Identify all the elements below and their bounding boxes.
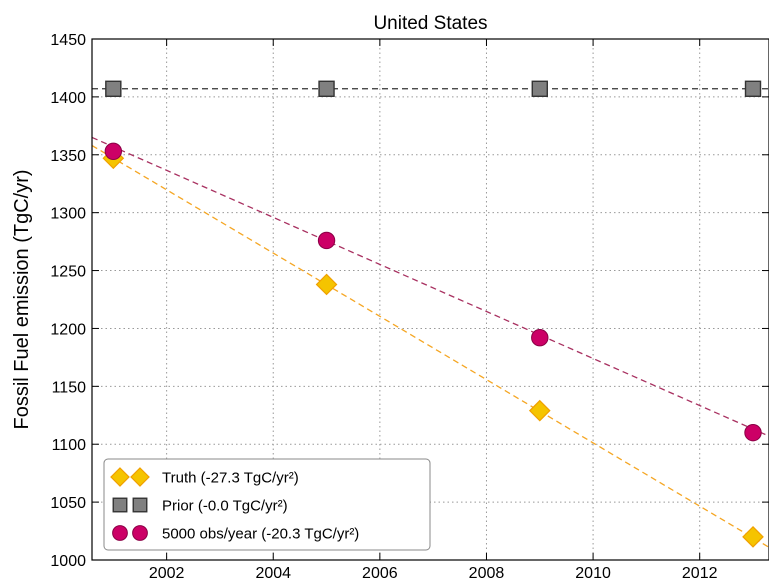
legend-label: Truth (-27.3 TgC/yr²) xyxy=(162,470,299,487)
y-tick-label: 1350 xyxy=(50,148,86,165)
x-tick-label: 2010 xyxy=(575,565,611,582)
legend-label: Prior (-0.0 TgC/yr²) xyxy=(162,498,288,515)
x-tick-label: 2008 xyxy=(469,565,505,582)
legend-marker xyxy=(112,497,128,513)
chart-title: United States xyxy=(373,13,487,34)
data-point xyxy=(531,329,549,347)
y-tick-label: 1000 xyxy=(50,553,86,570)
legend-marker xyxy=(132,525,148,541)
x-tick-label: 2012 xyxy=(682,565,718,582)
y-tick-label: 1100 xyxy=(52,437,87,454)
data-point xyxy=(105,80,122,97)
data-point xyxy=(528,399,551,422)
trend-lines xyxy=(91,88,769,548)
legend-marker xyxy=(130,467,150,487)
legend-label: 5000 obs/year (-20.3 TgC/yr²) xyxy=(162,526,359,543)
data-markers xyxy=(102,80,764,548)
y-tick-label: 1150 xyxy=(52,379,87,396)
data-point xyxy=(317,231,336,250)
x-tick-label: 2006 xyxy=(362,565,398,582)
legend: Truth (-27.3 TgC/yr²) Prior (-0.0 TgC/yr²… xyxy=(103,458,431,551)
plot-frame xyxy=(91,38,769,561)
data-point xyxy=(744,423,762,442)
trend-line xyxy=(91,144,769,548)
data-point xyxy=(104,142,123,161)
y-tick-label: 1050 xyxy=(50,495,86,512)
legend-marker xyxy=(132,497,148,513)
y-tick-label: 1400 xyxy=(50,90,86,107)
data-point xyxy=(744,80,762,97)
y-tick-label: 1300 xyxy=(50,206,86,223)
data-point xyxy=(318,80,335,97)
axis-ticks: 2002 2004 2006 2008 2010 2012 1000 1050 1100 1150… xyxy=(50,32,769,582)
y-tick-label: 1250 xyxy=(50,264,86,281)
y-tick-label: 1200 xyxy=(50,321,86,338)
y-axis-label: Fossil Fuel emission (TgC/yr) xyxy=(11,169,33,429)
trend-line xyxy=(91,136,769,437)
x-tick-label: 2004 xyxy=(255,565,291,582)
data-point xyxy=(315,273,338,296)
legend-marker xyxy=(110,467,130,487)
data-point xyxy=(531,80,548,97)
y-tick-label: 1450 xyxy=(50,32,86,49)
legend-marker xyxy=(112,525,128,541)
legend-box xyxy=(103,458,431,551)
data-point xyxy=(742,525,764,548)
x-tick-label: 2002 xyxy=(149,565,185,582)
